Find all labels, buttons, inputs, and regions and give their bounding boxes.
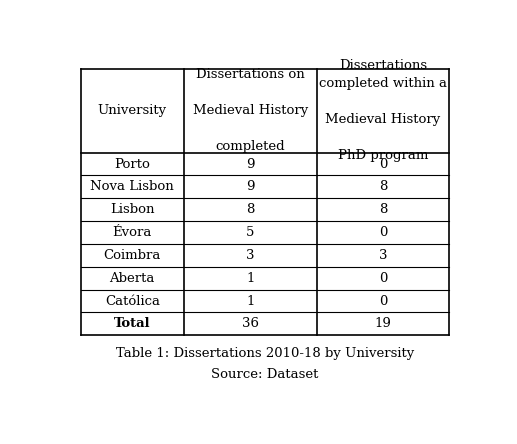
Text: 0: 0 xyxy=(379,158,387,170)
Text: Nova Lisbon: Nova Lisbon xyxy=(90,180,174,194)
Text: Total: Total xyxy=(114,317,150,330)
Text: 9: 9 xyxy=(246,180,254,194)
Text: Católica: Católica xyxy=(105,294,160,308)
Text: Table 1: Dissertations 2010-18 by University: Table 1: Dissertations 2010-18 by Univer… xyxy=(116,347,414,360)
Text: 0: 0 xyxy=(379,272,387,285)
Text: 8: 8 xyxy=(246,203,254,216)
Text: 0: 0 xyxy=(379,294,387,308)
Text: 3: 3 xyxy=(378,249,387,262)
Text: Lisbon: Lisbon xyxy=(110,203,155,216)
Text: Dissertations on

Medieval History

completed: Dissertations on Medieval History comple… xyxy=(193,68,308,153)
Text: 3: 3 xyxy=(246,249,254,262)
Text: 9: 9 xyxy=(246,158,254,170)
Text: Porto: Porto xyxy=(114,158,150,170)
Text: Coimbra: Coimbra xyxy=(103,249,161,262)
Text: 8: 8 xyxy=(379,180,387,194)
Text: 19: 19 xyxy=(374,317,391,330)
Text: 0: 0 xyxy=(379,226,387,239)
Text: Source: Dataset: Source: Dataset xyxy=(211,368,318,381)
Text: 36: 36 xyxy=(242,317,258,330)
Text: 1: 1 xyxy=(246,272,254,285)
Text: 5: 5 xyxy=(246,226,254,239)
Text: Dissertations
completed within a

Medieval History

PhD program: Dissertations completed within a Medieva… xyxy=(319,59,447,162)
Text: Évora: Évora xyxy=(113,226,152,239)
Text: 8: 8 xyxy=(379,203,387,216)
Text: Aberta: Aberta xyxy=(110,272,155,285)
Text: 1: 1 xyxy=(246,294,254,308)
Text: University: University xyxy=(98,104,167,117)
